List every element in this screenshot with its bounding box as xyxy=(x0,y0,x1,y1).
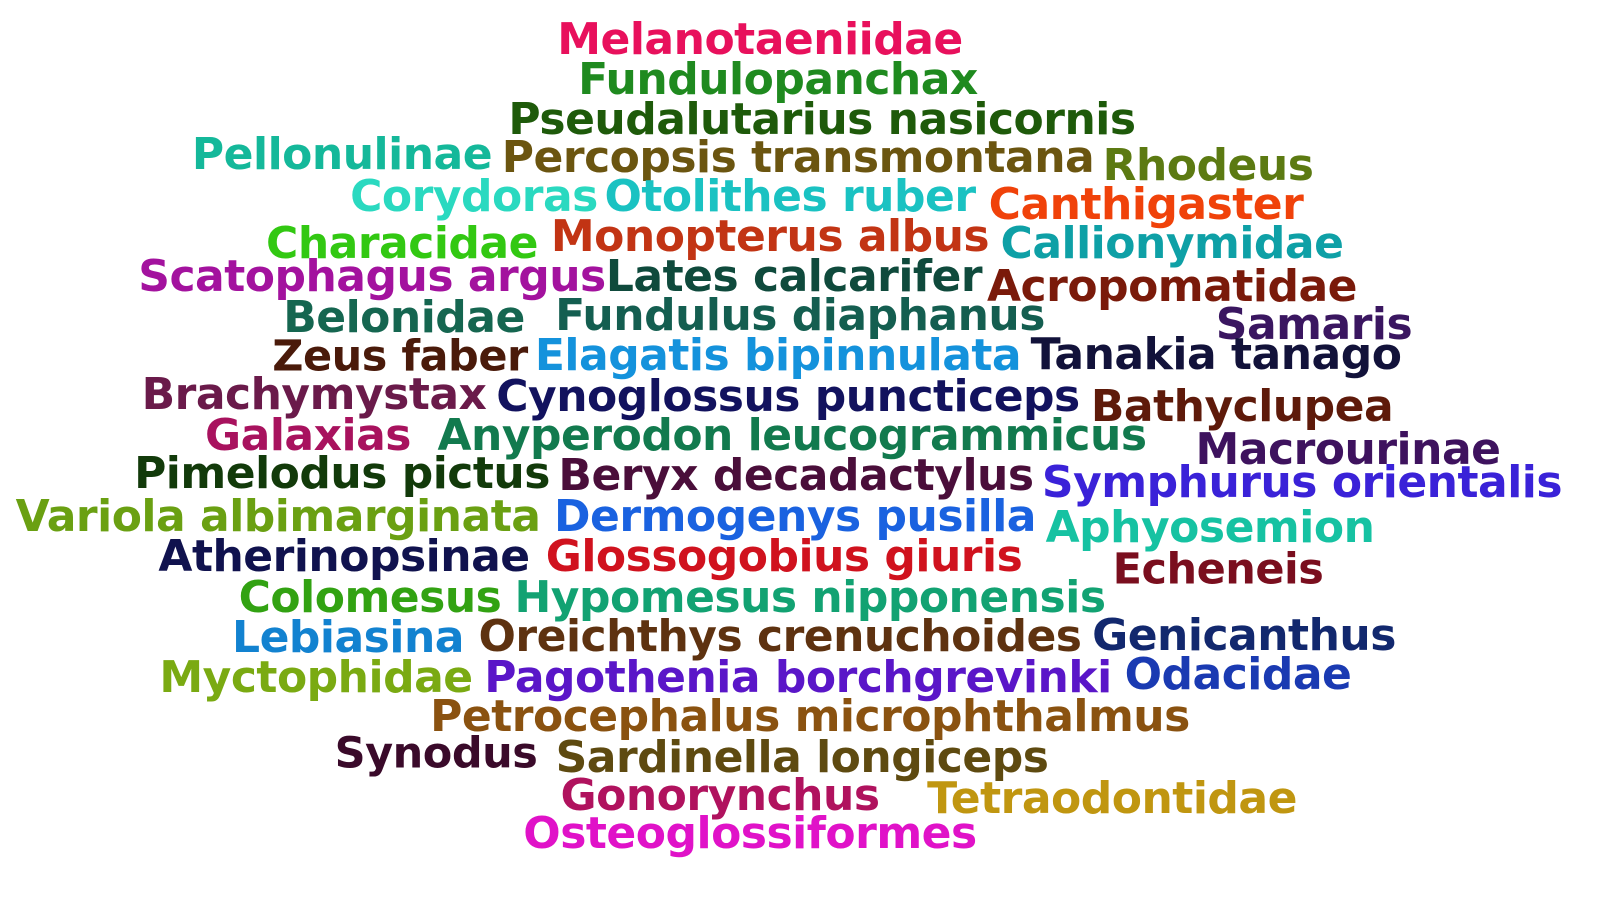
word-acropomatidae: Acropomatidae xyxy=(987,261,1357,312)
word-petrocephalus-microphthalmus: Petrocephalus microphthalmus xyxy=(430,691,1190,742)
word-synodus: Synodus xyxy=(334,728,538,779)
word-aphyosemion: Aphyosemion xyxy=(1045,502,1375,553)
word-lebiasina: Lebiasina xyxy=(232,612,464,663)
word-fundulopanchax: Fundulopanchax xyxy=(578,54,978,105)
word-osteoglossiformes: Osteoglossiformes xyxy=(523,808,977,859)
word-hypomesus-nipponensis: Hypomesus nipponensis xyxy=(514,572,1106,623)
word-elagatis-bipinnulata: Elagatis bipinnulata xyxy=(534,330,1022,381)
word-scatophagus-argus: Scatophagus argus xyxy=(138,251,606,302)
word-zeus-faber: Zeus faber xyxy=(272,331,528,382)
word-otolithes-ruber: Otolithes ruber xyxy=(604,171,976,222)
word-oreichthys-crenuchoides: Oreichthys crenuchoides xyxy=(478,611,1083,662)
word-galaxias: Galaxias xyxy=(205,410,411,461)
word-bathyclupea: Bathyclupea xyxy=(1090,381,1394,432)
word-pimelodus-pictus: Pimelodus pictus xyxy=(134,448,550,499)
word-genicanthus: Genicanthus xyxy=(1092,610,1396,661)
word-beryx-decadactylus: Beryx decadactylus xyxy=(558,450,1034,501)
word-canthigaster: Canthigaster xyxy=(988,179,1304,230)
word-pellonulinae: Pellonulinae xyxy=(191,129,493,180)
word-rhodeus: Rhodeus xyxy=(1102,140,1314,191)
word-sardinella-longiceps: Sardinella longiceps xyxy=(555,732,1049,783)
word-characidae: Characidae xyxy=(266,218,538,269)
word-odacidae: Odacidae xyxy=(1124,649,1352,700)
word-corydoras: Corydoras xyxy=(350,171,598,222)
word-fundulus-diaphanus: Fundulus diaphanus xyxy=(555,290,1045,341)
word-melanotaeniidae: Melanotaeniidae xyxy=(557,14,963,65)
word-pagothenia-borchgrevinki: Pagothenia borchgrevinki xyxy=(484,652,1112,703)
word-dermogenys-pusilla: Dermogenys pusilla xyxy=(554,491,1036,542)
word-cynoglossus-puncticeps: Cynoglossus puncticeps xyxy=(496,371,1080,422)
word-brachymystax: Brachymystax xyxy=(141,369,487,420)
word-lates-calcarifer: Lates calcarifer xyxy=(605,251,983,302)
word-monopterus-albus: Monopterus albus xyxy=(550,211,990,262)
word-samaris: Samaris xyxy=(1215,299,1413,350)
word-belonidae: Belonidae xyxy=(283,292,525,343)
word-variola-albimarginata: Variola albimarginata xyxy=(15,491,541,542)
word-anyperodon-leucogrammicus: Anyperodon leucogrammicus xyxy=(437,410,1147,461)
word-atherinopsinae: Atherinopsinae xyxy=(158,531,530,582)
word-glossogobius-giuris: Glossogobius giuris xyxy=(545,531,1023,582)
word-tetraodontidae: Tetraodontidae xyxy=(927,773,1297,824)
word-percopsis-transmontana: Percopsis transmontana xyxy=(501,132,1095,183)
word-pseudalutarius-nasicornis: Pseudalutarius nasicornis xyxy=(508,94,1136,145)
word-tanakia-tanago: Tanakia tanago xyxy=(1030,329,1402,380)
word-macrourinae: Macrourinae xyxy=(1195,424,1501,475)
word-gonorynchus: Gonorynchus xyxy=(560,770,880,821)
word-myctophidae: Myctophidae xyxy=(159,652,473,703)
word-colomesus: Colomesus xyxy=(238,572,502,623)
word-symphurus-orientalis: Symphurus orientalis xyxy=(1041,457,1563,508)
word-callionymidae: Callionymidae xyxy=(1000,218,1344,269)
word-echeneis: Echeneis xyxy=(1112,544,1324,595)
